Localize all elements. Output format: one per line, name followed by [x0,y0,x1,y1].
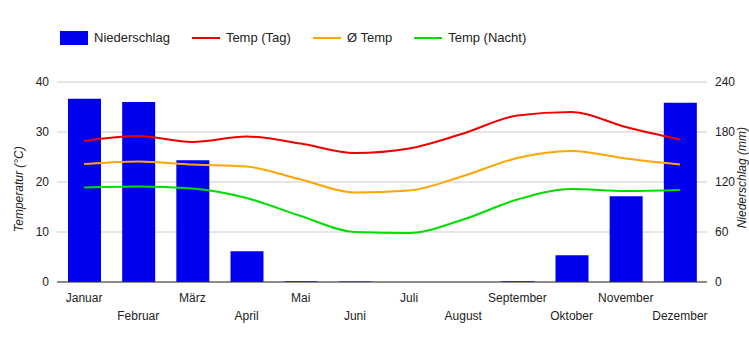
svg-text:Mai: Mai [291,291,310,305]
svg-text:März: März [179,291,206,305]
svg-text:Dezember: Dezember [652,309,707,323]
svg-text:August: August [445,309,483,323]
html-text:Temp (Nacht): Temp (Nacht) [448,30,527,45]
svg-text:Juni: Juni [344,309,366,323]
svg-text:10: 10 [36,225,50,239]
html-text:Temp (Tag): Temp (Tag) [225,30,291,45]
svg-text:20: 20 [36,175,50,189]
svg-text:April: April [235,309,259,323]
svg-text:Temperatur (°C): Temperatur (°C) [12,146,26,232]
svg-text:November: November [598,291,653,305]
svg-text:September: September [488,291,547,305]
svg-text:Niederschlag (mm): Niederschlag (mm) [735,127,749,228]
svg-text:40: 40 [36,75,50,89]
svg-text:Oktober: Oktober [550,309,593,323]
html-text:Ø Temp: Ø Temp [346,30,393,45]
svg-text:240: 240 [715,75,735,89]
svg-text:0: 0 [42,275,49,289]
svg-text:Februar: Februar [117,309,159,323]
html-text:Niederschlag: Niederschlag [94,30,170,45]
svg-text:60: 60 [715,225,729,239]
svg-text:Juli: Juli [400,291,418,305]
svg-text:0: 0 [715,275,722,289]
svg-text:180: 180 [715,125,735,139]
svg-text:Januar: Januar [66,291,103,305]
svg-text:30: 30 [36,125,50,139]
svg-text:120: 120 [715,175,735,189]
